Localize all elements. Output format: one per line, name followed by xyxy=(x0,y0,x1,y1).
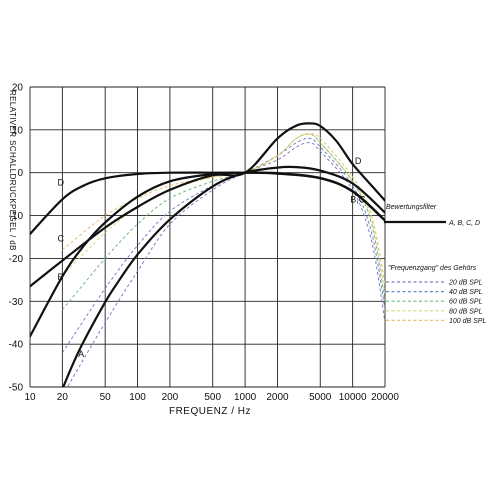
legend-ear-label: 40 dB SPL xyxy=(449,289,483,296)
x-tick-label: 10000 xyxy=(339,392,367,403)
curve-label: B xyxy=(57,272,63,282)
x-tick-label: 1000 xyxy=(234,392,257,403)
legend: Bewertungsfilter A, B, C, D "Frequenzgan… xyxy=(384,204,486,325)
y-tick-label: -10 xyxy=(9,211,24,222)
x-tick-label: 10 xyxy=(24,392,36,403)
x-axis-label: FREQUENZ / Hz xyxy=(169,406,251,417)
legend-ear-title: "Frequenzgang" des Gehörs xyxy=(388,265,477,272)
curve-label: B,C xyxy=(350,195,366,205)
legend-ear-label: 20 dB SPL xyxy=(448,280,483,287)
contour-100-db-spl xyxy=(62,133,385,285)
x-tick-label: 2000 xyxy=(266,392,289,403)
y-tick-label: 20 xyxy=(12,83,24,94)
weighting-curve-a xyxy=(62,165,385,387)
y-tick-label: -40 xyxy=(9,340,24,351)
x-tick-labels: 10 20 50 100 200 500 1000 2000 5000 10000 20000 xyxy=(24,392,399,403)
weighting-curve-d xyxy=(30,122,385,288)
y-tick-labels: 20 10 0 -10 -20 -30 -40 -50 xyxy=(9,83,24,394)
contour-60-db-spl xyxy=(62,133,385,311)
legend-weighting-title: Bewertungsfilter xyxy=(386,204,437,211)
y-tick-label: 0 xyxy=(17,168,23,179)
x-tick-label: 50 xyxy=(100,392,112,403)
y-tick-label: 10 xyxy=(12,125,24,136)
x-tick-label: 5000 xyxy=(309,392,332,403)
curve-label: D xyxy=(355,156,362,166)
x-tick-label: 200 xyxy=(162,392,179,403)
x-tick-label: 100 xyxy=(129,392,146,403)
weighting-curves xyxy=(30,122,385,387)
legend-ear-label: 80 dB SPL xyxy=(449,308,483,315)
x-tick-label: 20 xyxy=(57,392,69,403)
y-tick-label: -30 xyxy=(9,297,24,308)
y-tick-label: -50 xyxy=(9,383,24,394)
weighting-curve-c xyxy=(30,171,385,236)
curve-labels: A B C D B,C D xyxy=(57,156,365,359)
curve-label: C xyxy=(57,233,64,243)
curve-label: D xyxy=(57,178,64,188)
y-axis-label: RELATIVER SCHALLDRUCKPEGEL / dB xyxy=(8,90,17,251)
legend-ear-label: 100 dB SPL xyxy=(449,318,486,325)
curve-label: A xyxy=(78,349,84,359)
x-tick-label: 500 xyxy=(204,392,221,403)
legend-ear-label: 60 dB SPL xyxy=(449,299,483,306)
plot-area xyxy=(30,87,385,387)
x-tick-label: 20000 xyxy=(371,392,399,403)
y-tick-label: -20 xyxy=(9,254,24,265)
legend-weighting-entry: A, B, C, D xyxy=(448,220,480,227)
